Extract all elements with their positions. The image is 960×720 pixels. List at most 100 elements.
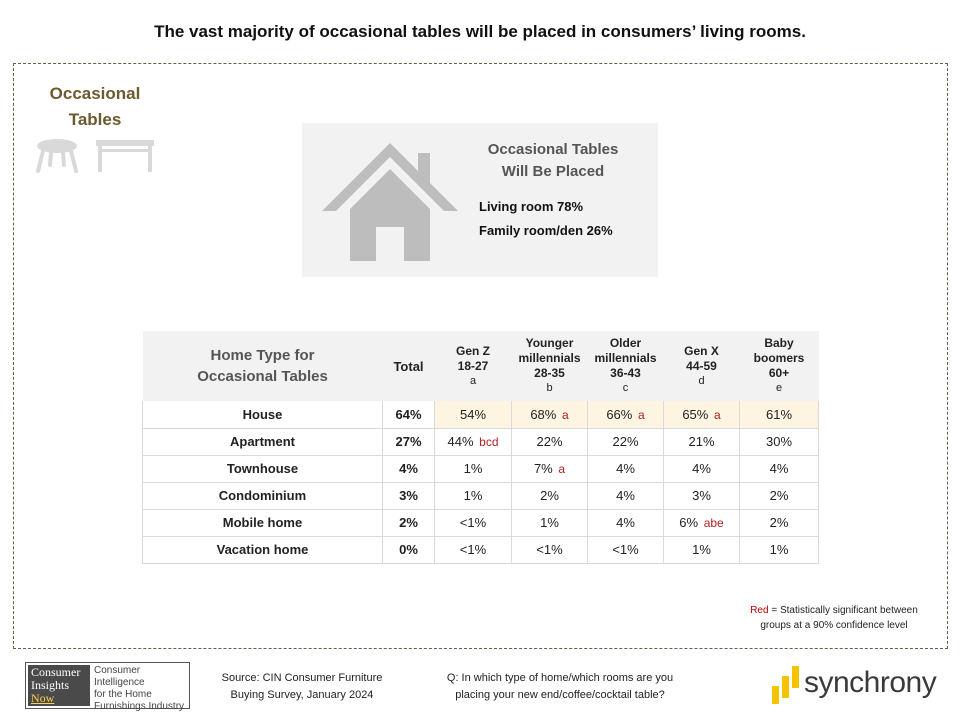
total-cell: 27% [382, 428, 435, 456]
table-cell: 68% a [511, 401, 588, 429]
table-cell: <1% [434, 536, 512, 564]
significance-letters: a [637, 407, 645, 422]
column-letter: a [469, 374, 477, 387]
placement-callout: Occasional Tables Will Be Placed Living … [302, 123, 658, 277]
table-row: Apartment 27% 44% bcd 22% 22% 21% 30% [142, 428, 819, 456]
cell-value: 22% [536, 434, 563, 449]
table-cell: 6% abe [663, 509, 740, 537]
occasional-tables-icons [36, 139, 154, 173]
cell-value: 1% [692, 542, 711, 557]
table-title-line1: Home Type for [210, 347, 315, 364]
table-row: Townhouse 4% 1% 7% a 4% 4% 4% [142, 455, 819, 483]
cell-value: 4% [769, 461, 789, 476]
column-letter: e [775, 382, 783, 394]
cell-value: 65% [682, 406, 709, 422]
column-header-older-millennials: Older millennials 36-43 c [587, 331, 664, 401]
significance-note-line2: groups at a 90% confidence level [760, 620, 908, 631]
table-cell: 1% [434, 455, 512, 483]
column-header-line: 36-43 [610, 366, 641, 380]
table-cell: <1% [434, 509, 512, 537]
question-line1: Q: In which type of home/which rooms are… [446, 672, 674, 684]
table-cell: 54% [434, 401, 512, 429]
cin-tagline-line: for the Home [94, 689, 152, 700]
category-title-line1: Occasional [49, 84, 141, 103]
placement-title-line2: Will Be Placed [501, 163, 605, 180]
source-note: Source: CIN Consumer Furniture Buying Su… [212, 670, 392, 704]
cell-value: 21% [688, 434, 715, 449]
total-cell: 3% [382, 482, 435, 510]
cin-tagline-line: Furnishings Industry [94, 701, 185, 712]
table-row: Mobile home 2% <1% 1% 4% 6% abe 2% [142, 509, 819, 537]
table-cell: 66% a [587, 401, 664, 429]
cell-value: 30% [765, 434, 793, 449]
home-type-table: Home Type for Occasional Tables Total Ge… [142, 331, 819, 564]
table-cell: 7% a [511, 455, 588, 483]
table-cell: 22% [587, 428, 664, 456]
column-header-line: 28-35 [534, 366, 565, 380]
column-letter: b [546, 382, 553, 394]
cin-logo: Consumer Insights Now Consumer Intellige… [25, 662, 190, 712]
table-cell: 44% bcd [434, 428, 512, 456]
placement-title: Occasional Tables Will Be Placed [468, 139, 638, 183]
table-cell: 1% [663, 536, 740, 564]
table-cell: 21% [663, 428, 740, 456]
synchrony-logo: synchrony [770, 664, 945, 706]
cell-value: 1% [769, 542, 789, 557]
column-header-gen-z: Gen Z 18-27 a [434, 331, 512, 401]
cell-value: 22% [612, 434, 639, 449]
row-label: Condominium [142, 482, 383, 510]
column-header-line: 44-59 [686, 358, 717, 373]
table-title: Home Type for Occasional Tables [142, 331, 383, 401]
significance-letters: a [561, 407, 569, 422]
column-header-line: 60+ [768, 366, 790, 380]
house-icon [322, 143, 458, 261]
cell-value: 2% [769, 488, 789, 503]
column-header-total: Total [382, 331, 435, 401]
row-label: House [142, 401, 383, 429]
rectangular-table-icon [96, 140, 154, 172]
row-label: Mobile home [142, 509, 383, 537]
cin-tagline-line: Consumer Intelligence [94, 665, 145, 688]
cin-logo-word: Now [31, 691, 55, 705]
table-cell: <1% [587, 536, 664, 564]
cell-value: 7% [533, 461, 553, 476]
cell-value: 1% [540, 515, 559, 530]
table-cell: 4% [587, 509, 664, 537]
significance-note-text: = Statistically significant between [768, 605, 918, 616]
significance-letters: bcd [479, 435, 499, 449]
column-header-line: Younger [525, 336, 574, 350]
category-title: Occasional Tables [36, 81, 154, 133]
cell-value: 4% [692, 461, 711, 476]
cell-value: 1% [463, 461, 483, 476]
table-cell: 61% [739, 401, 819, 429]
table-cell: <1% [511, 536, 588, 564]
table-body: House 64% 54% 68% a 66% a 65% a 61% Apartment 27… [142, 401, 819, 564]
cell-value: 2% [769, 515, 789, 530]
round-table-icon [36, 139, 78, 173]
cell-value: 1% [463, 488, 483, 503]
placement-item-living-room: Living room 78% [479, 199, 584, 214]
table-row: Condominium 3% 1% 2% 4% 3% 2% [142, 482, 819, 510]
table-header-row: Home Type for Occasional Tables Total Ge… [142, 331, 819, 401]
column-header-line: Baby [764, 336, 794, 350]
slide-title: The vast majority of occasional tables w… [154, 22, 806, 41]
cell-value: 44% [447, 434, 474, 449]
total-cell: 64% [382, 401, 435, 429]
significance-note: Red = Statistically significant between … [724, 603, 944, 633]
table-cell: 2% [739, 482, 819, 510]
row-label: Apartment [142, 428, 383, 456]
column-letter: c [622, 382, 629, 394]
cin-logo-mark: Consumer Insights Now [28, 665, 90, 706]
cell-value: 61% [765, 406, 793, 422]
content-frame [13, 63, 948, 649]
cell-value: <1% [612, 542, 639, 557]
significance-letters: a [713, 407, 721, 422]
table-cell: 4% [739, 455, 819, 483]
column-header-gen-x: Gen X 44-59 d [663, 331, 740, 401]
column-header-line: Older [609, 336, 642, 350]
table-cell: 22% [511, 428, 588, 456]
red-legend-word: Red [750, 605, 769, 616]
cin-logo-word: Consumer [31, 665, 81, 679]
table-row: House 64% 54% 68% a 66% a 65% a 61% [142, 401, 819, 429]
table-cell: 1% [434, 482, 512, 510]
